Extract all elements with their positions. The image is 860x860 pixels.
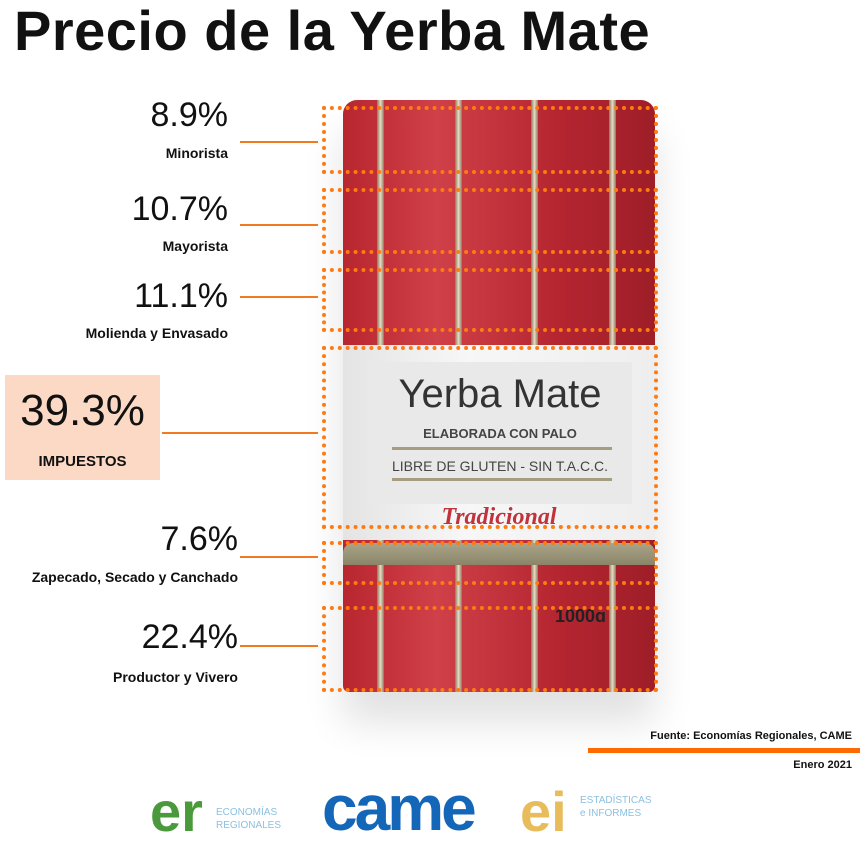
package-variety: Tradicional <box>441 504 557 528</box>
category-label: Productor y Vivero <box>112 669 238 685</box>
date-text: Enero 2021 <box>793 759 852 771</box>
value-label: 10.7% <box>131 190 228 228</box>
source-underline <box>588 748 860 753</box>
source-text: Fuente: Economías Regionales, CAME <box>650 730 852 742</box>
value-label: 8.9% <box>150 96 229 134</box>
package-line1: ELABORADA CON PALO <box>423 426 577 441</box>
category-label: IMPUESTOS <box>38 453 127 470</box>
category-label: Minorista <box>165 145 228 161</box>
estadisticas-informes-logo: ei ESTADÍSTICAS e INFORMES <box>520 780 652 843</box>
package-band <box>343 543 655 565</box>
page-title: Precio de la Yerba Mate <box>14 0 651 62</box>
segment-box-impuestos <box>322 346 658 529</box>
segment-box-molienda <box>322 268 658 332</box>
leader-line <box>240 296 318 298</box>
leader-line <box>240 141 318 143</box>
highlight-box <box>5 375 160 480</box>
category-label: Mayorista <box>162 238 228 254</box>
economias-regionales-logo: er ECONOMÍAS REGIONALES <box>150 780 282 843</box>
divider <box>392 478 612 481</box>
leader-line <box>240 224 318 226</box>
segment-box-minorista <box>322 106 658 174</box>
package-weight: 1000g <box>555 606 607 622</box>
value-label: 11.1% <box>134 277 228 315</box>
leader-line <box>162 432 318 434</box>
value-label: 22.4% <box>141 618 238 656</box>
value-label: 39.3% <box>20 386 145 435</box>
leader-line <box>240 556 318 558</box>
came-logo: came <box>322 772 477 844</box>
category-label: Zapecado, Secado y Canchado <box>31 569 238 585</box>
category-label: Molienda y Envasado <box>85 325 228 341</box>
package-line2: LIBRE DE GLUTEN - SIN T.A.C.C. <box>391 458 608 474</box>
value-label: 7.6% <box>160 520 239 558</box>
segment-box-mayorista <box>322 188 658 254</box>
divider <box>392 447 612 450</box>
segment-box-secado <box>322 541 658 585</box>
segment-box-productor <box>322 606 658 692</box>
package-brand: Yerba Mate <box>398 372 602 416</box>
leader-line <box>240 645 318 647</box>
